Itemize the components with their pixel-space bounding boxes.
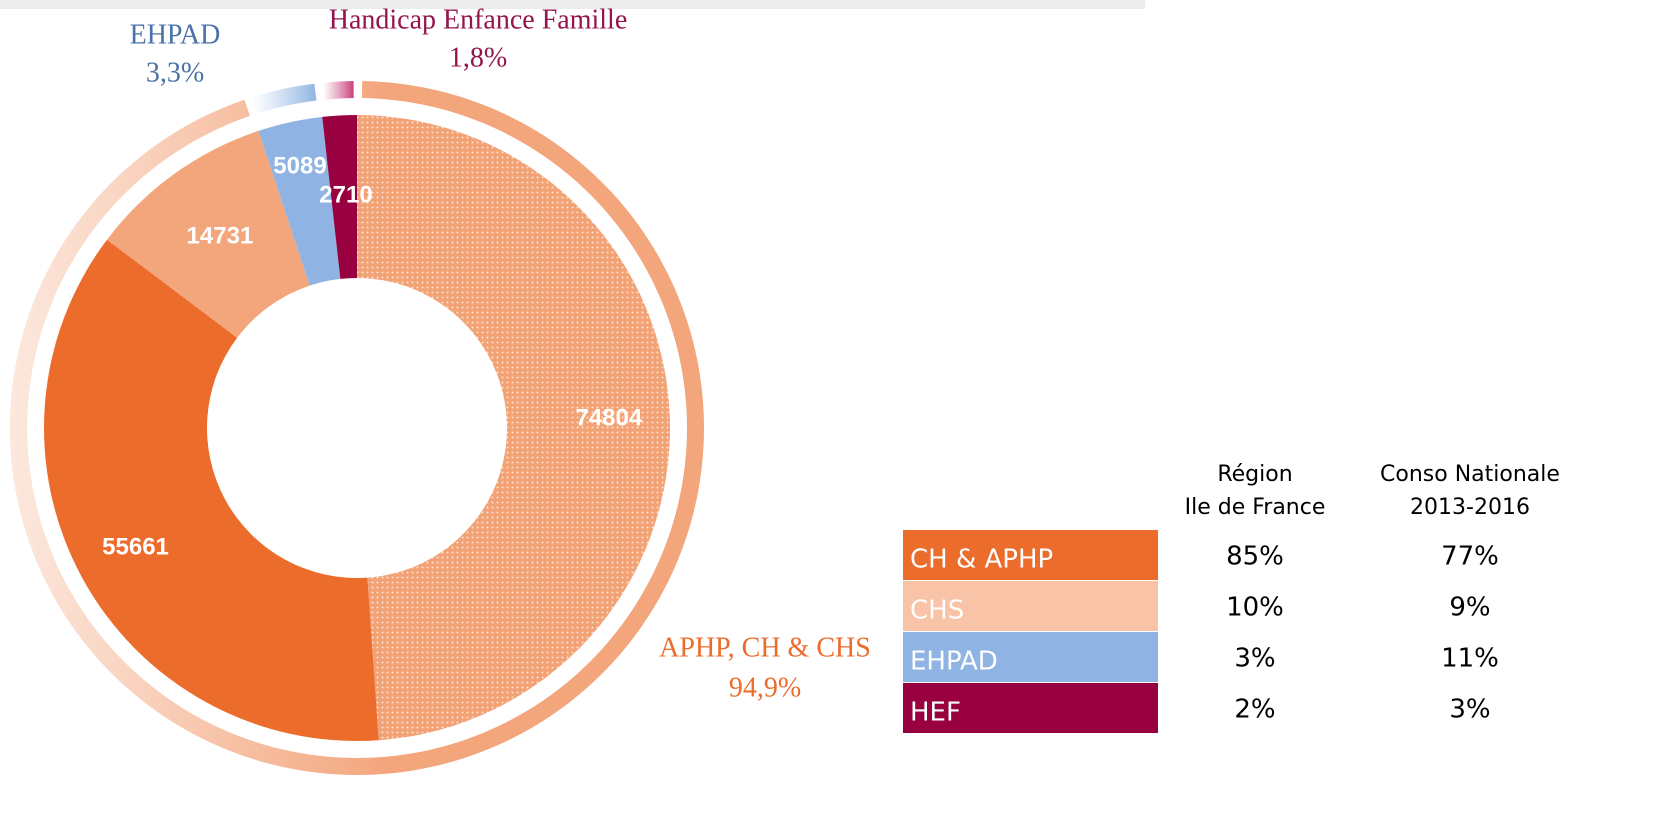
row-label: EHPAD [910, 647, 998, 677]
segment-label: 2710 [319, 181, 372, 208]
segment-label: 74804 [575, 405, 642, 432]
donut-segment [106, 130, 310, 338]
segment-label: 14731 [187, 222, 254, 249]
row-label: HEF [910, 698, 961, 728]
donut-segment [44, 239, 379, 741]
outer-segment [323, 81, 354, 100]
table-cell: 77% [1441, 542, 1499, 572]
outer-segment [252, 83, 317, 114]
table-cell: 85% [1226, 542, 1284, 572]
table-cell: 11% [1441, 644, 1499, 674]
column-header: Région Ile de France [1185, 462, 1326, 520]
table-cell: 3% [1449, 695, 1490, 725]
outer-value-label: 1,8% [449, 42, 507, 73]
table-cell: 9% [1449, 593, 1490, 623]
outer-value-label: 94,9% [729, 672, 801, 703]
row-swatch [903, 581, 1158, 631]
outer-value-label: 3,3% [146, 57, 204, 88]
donut-segment [258, 116, 341, 286]
outer-label: APHP, CH & CHS [659, 632, 871, 663]
row-label: CHS [910, 596, 964, 626]
top-bar [0, 0, 1145, 9]
segment-label: 5089 [273, 152, 326, 179]
outer-label: Handicap Enfance Famille [329, 4, 628, 35]
donut-segment [322, 115, 357, 279]
row-label: CH & APHP [910, 545, 1053, 575]
outer-label: EHPAD [130, 19, 221, 50]
column-header: Conso Nationale 2013-2016 [1380, 462, 1560, 520]
donut-segment [357, 115, 671, 741]
table-cell: 3% [1234, 644, 1275, 674]
table-cell: 2% [1234, 695, 1275, 725]
row-swatch [903, 683, 1158, 733]
segment-label: 55661 [102, 534, 169, 561]
row-swatch [903, 530, 1158, 580]
row-swatch [903, 632, 1158, 682]
table-cell: 10% [1226, 593, 1284, 623]
